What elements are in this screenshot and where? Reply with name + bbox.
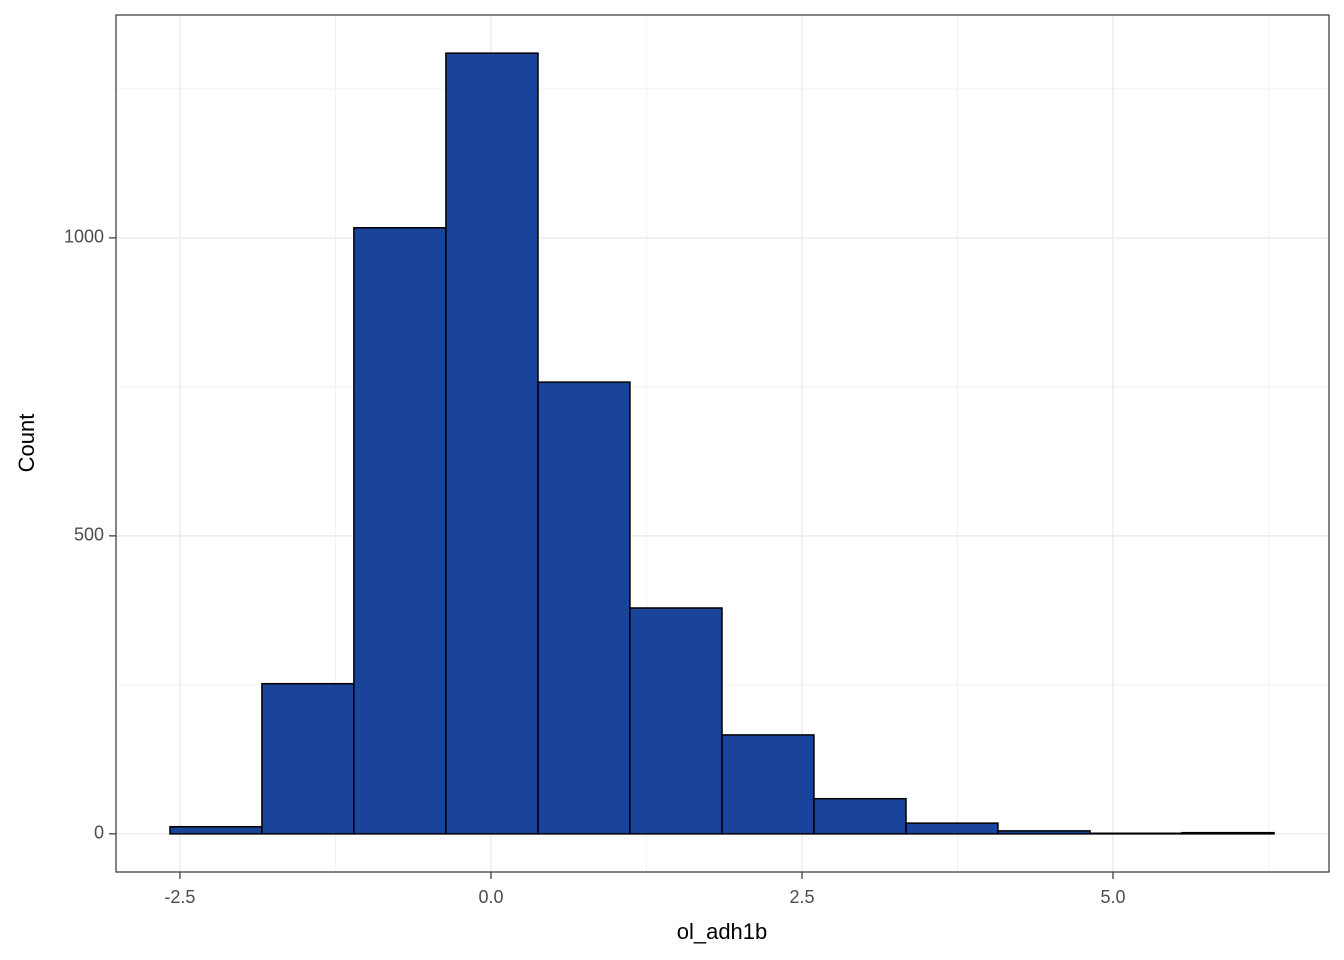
x-axis-title: ol_adh1b xyxy=(677,919,768,944)
y-tick-label: 1000 xyxy=(64,227,104,247)
bar xyxy=(1089,832,1183,835)
bar xyxy=(721,734,815,835)
bar xyxy=(629,607,723,835)
x-tick-label: 0.0 xyxy=(478,887,503,907)
bar xyxy=(1181,831,1275,835)
panel-border xyxy=(115,14,1330,873)
bar xyxy=(905,822,999,835)
bar xyxy=(353,227,447,835)
y-tick-label: 500 xyxy=(74,525,104,545)
y-axis-title: Count xyxy=(14,414,39,473)
x-tick-label: 5.0 xyxy=(1101,887,1126,907)
bar xyxy=(169,825,263,835)
bars xyxy=(169,52,1275,835)
y-tick-label: 0 xyxy=(94,823,104,843)
bar xyxy=(537,381,631,835)
bar xyxy=(997,830,1091,835)
bar xyxy=(445,52,539,835)
x-tick-label: 2.5 xyxy=(789,887,814,907)
bar xyxy=(813,797,907,835)
bar xyxy=(261,682,355,835)
x-tick-label: -2.5 xyxy=(164,887,195,907)
